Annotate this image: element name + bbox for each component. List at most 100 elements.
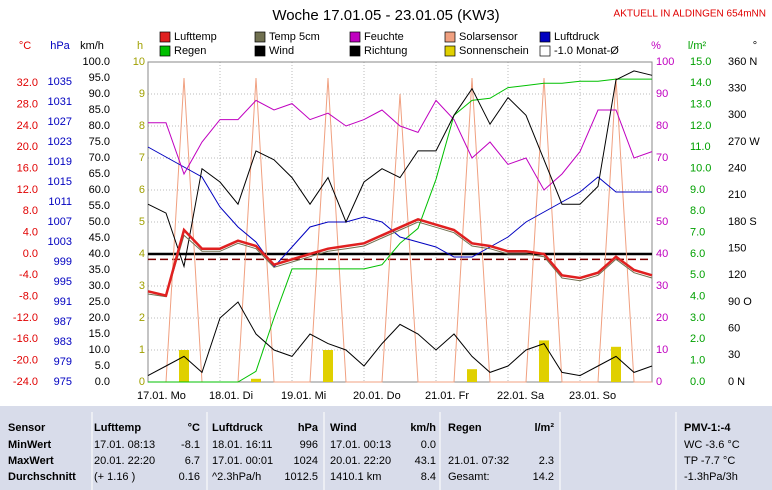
y-tick-label: 999 xyxy=(54,256,72,268)
table-unit: l/m² xyxy=(534,422,554,434)
y-tick-label: 3 xyxy=(139,280,145,292)
table-value: 0.0 xyxy=(421,439,436,451)
y-tick-label: 180 S xyxy=(728,216,757,228)
y-tick-label: 5.0 xyxy=(95,360,110,372)
y-tick-label: 60.0 xyxy=(89,184,110,196)
y-tick-label: -4.0 xyxy=(19,269,38,281)
y-tick-label: 210 xyxy=(728,189,746,201)
y-tick-label: 9 xyxy=(139,88,145,100)
y-tick-label: 70 xyxy=(656,152,668,164)
series-line xyxy=(148,99,653,191)
table-cell: 17.01. 00:13 xyxy=(330,439,391,451)
legend-label: Richtung xyxy=(364,45,407,57)
y-tick-label: 100.0 xyxy=(82,56,110,68)
y-tick-label: 1031 xyxy=(48,96,72,108)
y-tick-label: 4.0 xyxy=(23,227,38,239)
table-header: Regen xyxy=(448,422,482,434)
y-tick-label: 70.0 xyxy=(89,152,110,164)
series-line xyxy=(147,70,653,269)
legend-label: Feuchte xyxy=(364,31,404,43)
y-tick-label: 45.0 xyxy=(89,232,110,244)
axis-unit: l/m² xyxy=(688,40,707,52)
legend-swatch xyxy=(444,45,456,57)
table-value: 8.4 xyxy=(421,471,436,483)
y-tick-label: 150 xyxy=(728,243,746,255)
table-value: 1012.5 xyxy=(284,471,318,483)
legend-swatch xyxy=(349,45,361,57)
y-tick-label: 65.0 xyxy=(89,168,110,180)
y-tick-label: 40 xyxy=(656,248,668,260)
table-value: 6.7 xyxy=(185,455,200,467)
y-tick-label: 11.0 xyxy=(690,141,711,153)
table-value: 2.3 xyxy=(539,455,554,467)
y-tick-label: 100 xyxy=(656,56,674,68)
y-tick-label: 90 O xyxy=(728,296,752,308)
y-tick-label: 13.0 xyxy=(690,99,711,111)
x-tick-label: 20.01. Do xyxy=(353,390,401,402)
table-unit: °C xyxy=(188,422,200,434)
y-tick-label: 80.0 xyxy=(89,120,110,132)
y-tick-label: 3.0 xyxy=(690,312,705,324)
table-label: Sensor xyxy=(8,422,46,434)
y-tick-label: 16.0 xyxy=(17,163,38,175)
y-tick-label: 1035 xyxy=(48,76,72,88)
table-cell: ^2.3hPa/h xyxy=(212,471,261,483)
series-line xyxy=(147,301,653,377)
y-tick-label: 979 xyxy=(54,356,72,368)
y-tick-label: 2 xyxy=(139,312,145,324)
y-tick-label: 12.0 xyxy=(17,184,38,196)
y-tick-label: 360 N xyxy=(728,56,757,68)
legend-label: Regen xyxy=(174,45,206,57)
table-header: Luftdruck xyxy=(212,422,264,434)
legend-label: Solarsensor xyxy=(459,31,518,43)
x-tick-label: 21.01. Fr xyxy=(425,390,469,402)
y-tick-label: 40.0 xyxy=(89,248,110,260)
x-tick-label: 17.01. Mo xyxy=(137,390,186,402)
table-header: Wind xyxy=(330,422,357,434)
y-tick-label: 10.0 xyxy=(89,344,110,356)
y-tick-label: 10.0 xyxy=(690,163,711,175)
y-tick-label: 10 xyxy=(656,344,668,356)
x-tick-label: 23.01. So xyxy=(569,390,616,402)
y-tick-label: 7 xyxy=(139,152,145,164)
legend-label: Sonnenschein xyxy=(459,45,529,57)
table-header: Lufttemp xyxy=(94,422,141,434)
y-tick-label: 995 xyxy=(54,276,72,288)
y-tick-label: 28.0 xyxy=(17,99,38,111)
y-tick-label: 15.0 xyxy=(690,56,711,68)
y-tick-label: 50 xyxy=(656,216,668,228)
y-tick-label: 25.0 xyxy=(89,296,110,308)
sunshine-bar xyxy=(539,340,549,382)
y-tick-label: 50.0 xyxy=(89,216,110,228)
y-tick-label: 1011 xyxy=(48,196,72,208)
y-tick-label: 991 xyxy=(54,296,72,308)
pmv-cell: WC -3.6 °C xyxy=(684,439,740,451)
y-tick-label: 1.0 xyxy=(690,355,705,367)
y-tick-label: 1 xyxy=(139,344,145,356)
table-label: MinWert xyxy=(8,439,52,451)
table-value: 14.2 xyxy=(533,471,554,483)
y-tick-label: 20.0 xyxy=(17,141,38,153)
y-tick-label: -8.0 xyxy=(19,291,38,303)
y-tick-label: 2.0 xyxy=(690,333,705,345)
axis-unit: hPa xyxy=(50,40,70,52)
table-label: MaxWert xyxy=(8,455,54,467)
series-line xyxy=(147,217,653,298)
table-cell: 21.01. 07:32 xyxy=(448,455,509,467)
chart-title: Woche 17.01.05 - 23.01.05 (KW3) xyxy=(272,7,499,24)
table-cell: Gesamt: xyxy=(448,471,490,483)
axis-unit: km/h xyxy=(80,40,104,52)
legend-label: -1.0 Monat-Ø xyxy=(554,45,619,57)
y-tick-label: 1027 xyxy=(48,116,72,128)
sunshine-bar xyxy=(251,378,261,382)
table-cell: 17.01. 00:01 xyxy=(212,455,273,467)
y-tick-label: 90.0 xyxy=(89,88,110,100)
legend-swatch xyxy=(539,31,551,43)
y-tick-label: 14.0 xyxy=(690,77,711,89)
y-tick-label: 75.0 xyxy=(89,136,110,148)
legend-swatch xyxy=(254,31,266,43)
x-tick-label: 19.01. Mi xyxy=(281,390,326,402)
y-tick-label: 55.0 xyxy=(89,200,110,212)
y-tick-label: 975 xyxy=(54,376,72,388)
legend-swatch xyxy=(159,31,171,43)
